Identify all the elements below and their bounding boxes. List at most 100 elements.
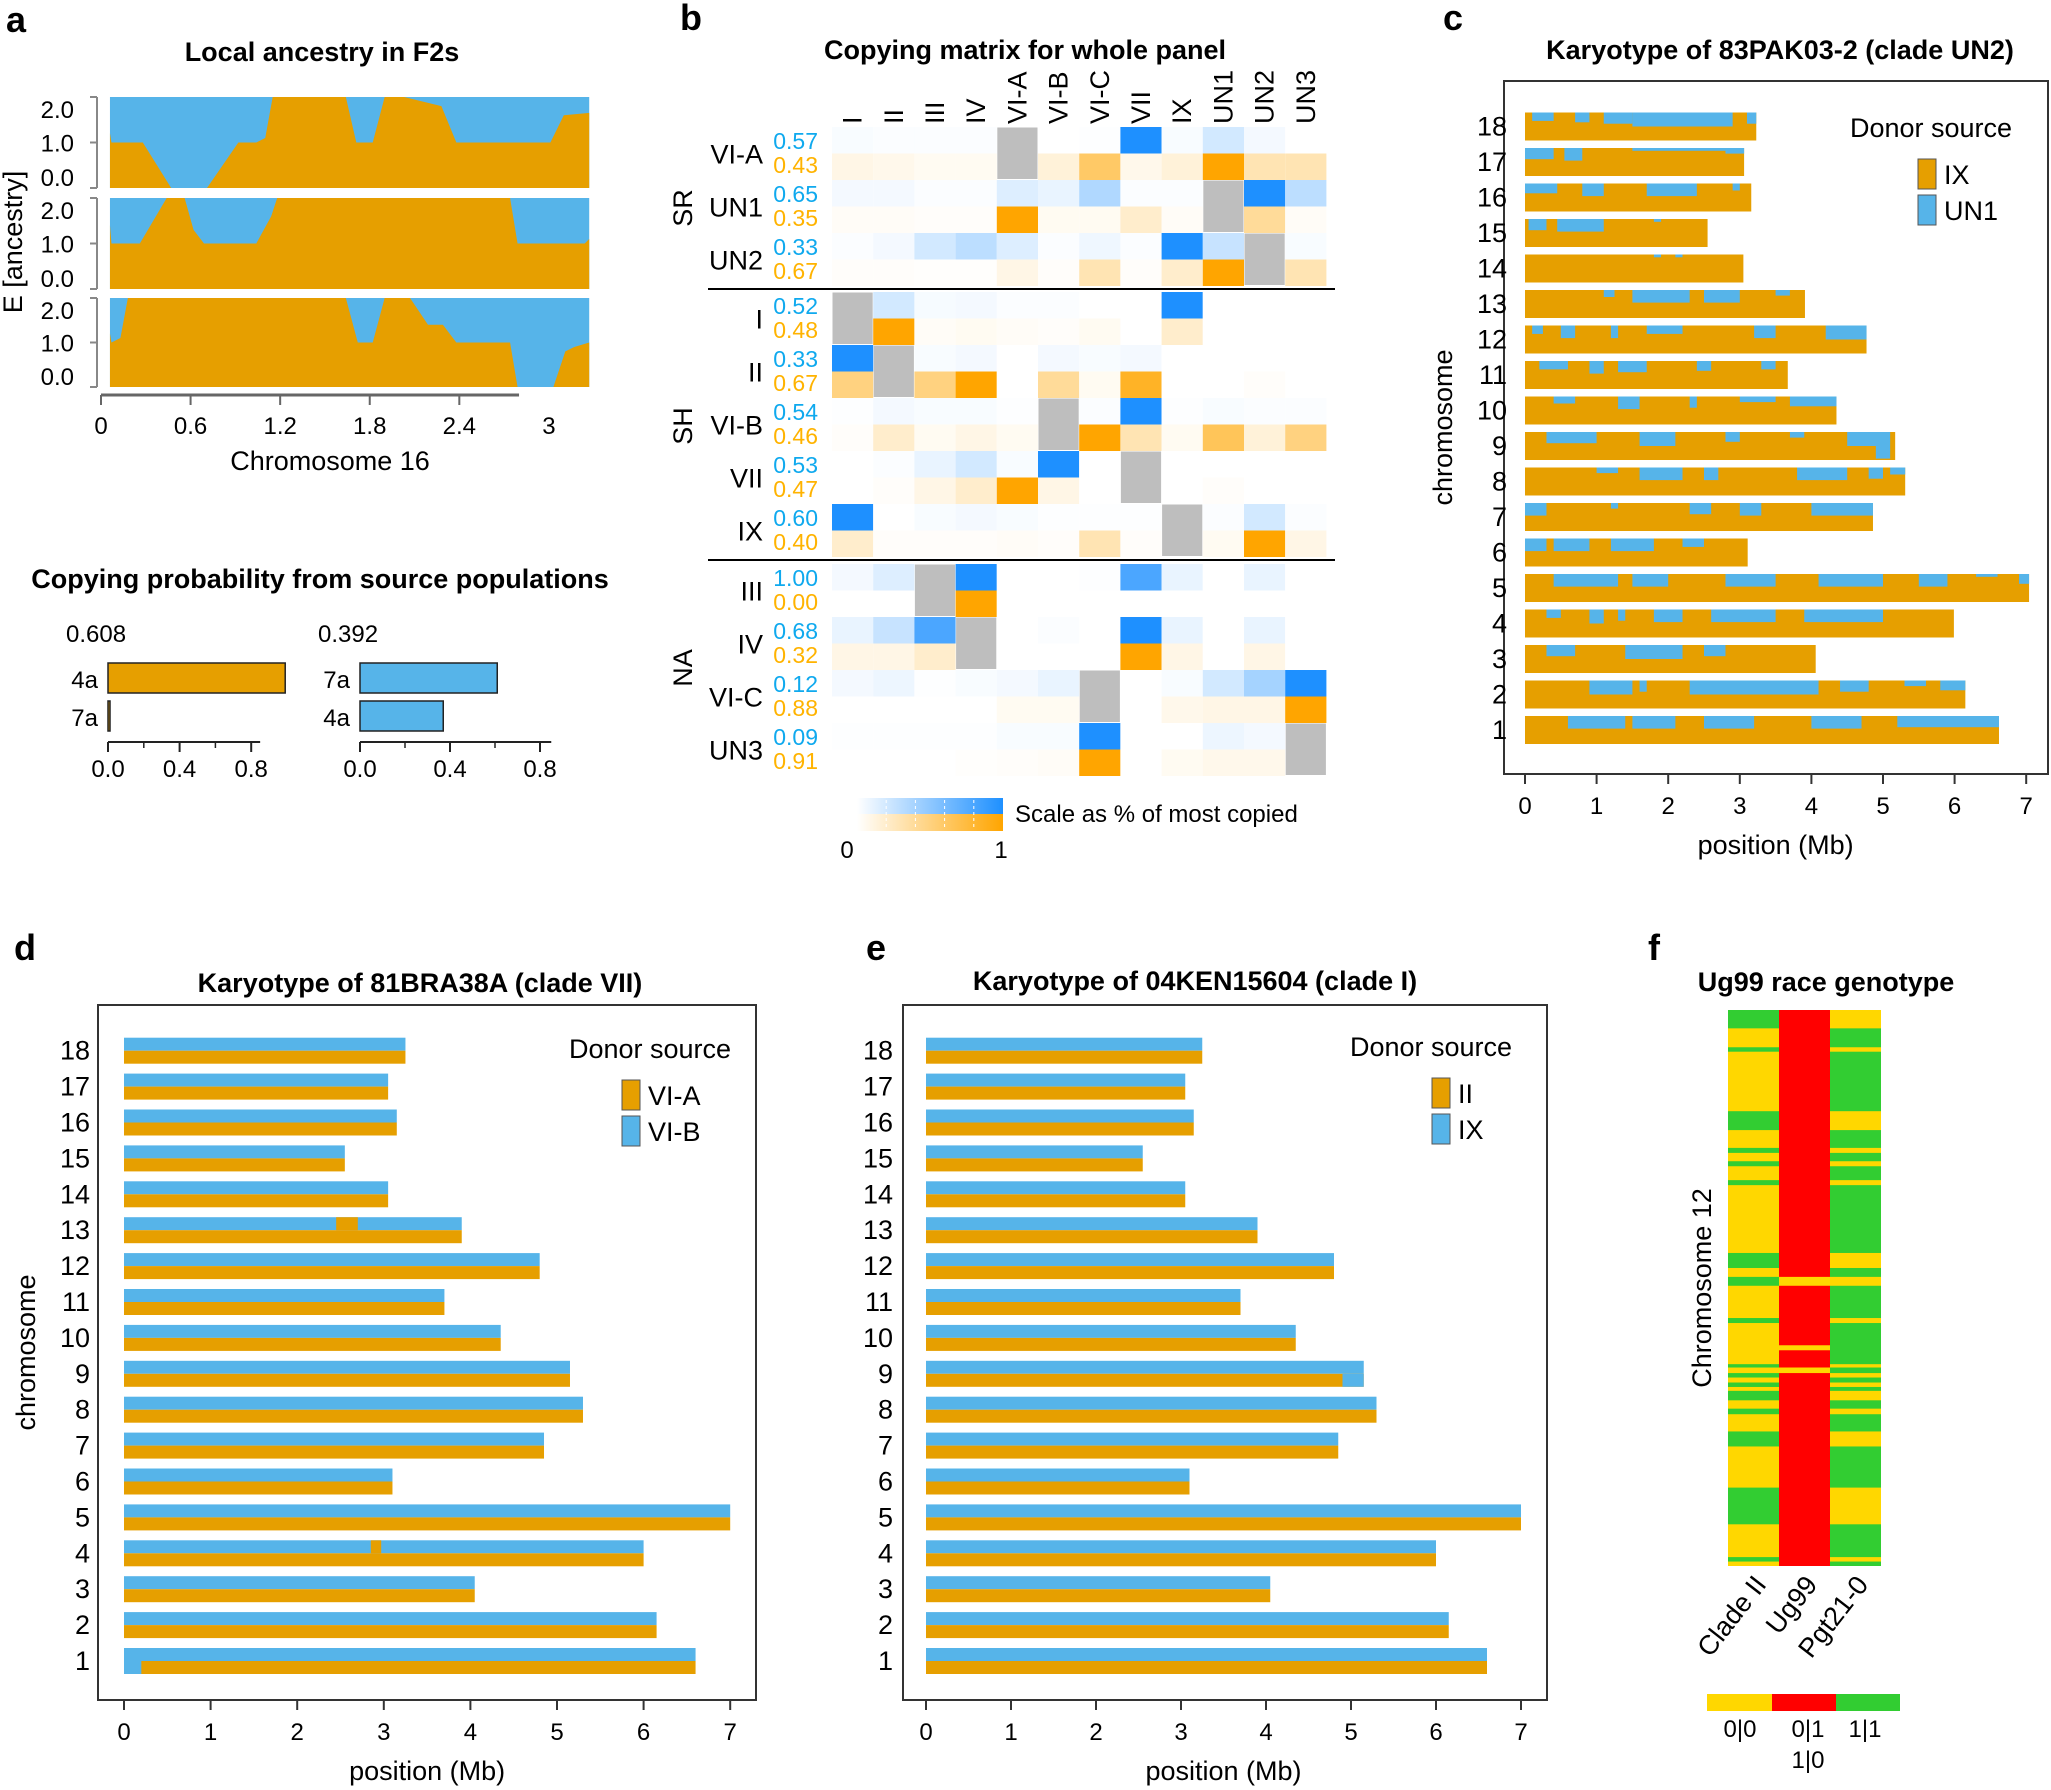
matrix-cell-orange bbox=[1120, 206, 1162, 233]
genotype-legend-label: 0|1 bbox=[1792, 1716, 1825, 1743]
x-tick-label: 5 bbox=[1344, 1719, 1357, 1746]
bar bbox=[359, 700, 444, 732]
matrix-cell-orange bbox=[1244, 590, 1286, 617]
matrix-cell-orange bbox=[1285, 643, 1327, 670]
matrix-cell-blue bbox=[1244, 564, 1286, 591]
row-label: I bbox=[755, 305, 763, 335]
matrix-cell-orange bbox=[873, 206, 915, 233]
matrix-cell-blue bbox=[1038, 180, 1080, 207]
matrix-cell-blue bbox=[1285, 451, 1327, 478]
haplotype-bottom bbox=[926, 1337, 1296, 1351]
genotype-legend-swatch bbox=[1772, 1694, 1836, 1711]
row-blue-value: 1.00 bbox=[773, 565, 818, 591]
matrix-cell-orange bbox=[873, 696, 915, 723]
matrix-cell-blue bbox=[1244, 504, 1286, 531]
matrix-cell-orange bbox=[955, 749, 997, 776]
matrix-cell-blue bbox=[996, 451, 1038, 478]
matrix-cell-orange bbox=[955, 530, 997, 557]
matrix-cell-orange bbox=[996, 530, 1038, 557]
haplotype-bottom bbox=[926, 1050, 1203, 1064]
haplotype-top bbox=[124, 1289, 445, 1302]
chromosome-number: 11 bbox=[865, 1287, 893, 1317]
haplotype-top bbox=[124, 1073, 389, 1087]
genotype-segment bbox=[1830, 1318, 1881, 1324]
chromosome-number: 9 bbox=[878, 1359, 893, 1389]
genotype-legend-label: 0|0 bbox=[1724, 1716, 1757, 1743]
matrix-cell-blue bbox=[1202, 617, 1244, 644]
genotype-legend-label: 1|0 bbox=[1792, 1747, 1825, 1774]
haplotype-bottom bbox=[926, 1517, 1521, 1531]
genotype-legend-swatch bbox=[1707, 1694, 1772, 1711]
matrix-cell-blue bbox=[914, 292, 956, 319]
matrix-cell-orange bbox=[1079, 530, 1121, 557]
legend-label: UN1 bbox=[1944, 196, 1998, 226]
matrix-cell-blue bbox=[873, 398, 915, 425]
x-tick-label: 6 bbox=[1429, 1719, 1442, 1746]
matrix-cell-blue bbox=[914, 127, 956, 154]
matrix-cell-orange bbox=[873, 590, 915, 617]
matrix-cell-orange bbox=[1202, 259, 1244, 286]
donor-segment bbox=[1775, 290, 1790, 296]
column-label: Clade II bbox=[1691, 1570, 1772, 1662]
donor-segment bbox=[1618, 361, 1647, 373]
haplotype-bottom bbox=[124, 1625, 657, 1639]
haplotype-bottom bbox=[926, 1445, 1339, 1459]
matrix-cell-blue bbox=[832, 180, 874, 207]
donor-segment bbox=[1847, 432, 1883, 446]
matrix-cell-orange bbox=[1161, 371, 1203, 398]
donor-segment bbox=[1689, 396, 1697, 408]
matrix-cell-orange bbox=[873, 530, 915, 557]
matrix-cell-orange bbox=[914, 643, 956, 670]
ancestry-area bbox=[109, 198, 590, 289]
matrix-cell-orange bbox=[1244, 530, 1286, 557]
haplotype-bottom bbox=[124, 1122, 397, 1136]
genotype-segment bbox=[1728, 1147, 1779, 1153]
donor-segment bbox=[1875, 432, 1891, 459]
row-blue-value: 0.65 bbox=[773, 181, 818, 207]
matrix-cell-orange bbox=[1244, 477, 1286, 504]
matrix-cell-blue bbox=[1202, 292, 1244, 319]
matrix-cell-blue bbox=[1161, 670, 1203, 697]
donor-segment bbox=[1528, 219, 1547, 231]
genotype-segment bbox=[1779, 1367, 1830, 1374]
matrix-cell-blue bbox=[1079, 180, 1121, 207]
chromosome-number: 6 bbox=[878, 1467, 893, 1497]
genotype-column bbox=[1779, 1010, 1830, 1566]
chromosome-number: 18 bbox=[1477, 112, 1507, 142]
row-orange-value: 0.47 bbox=[773, 476, 818, 502]
genotype-segment bbox=[1830, 1487, 1881, 1525]
row-blue-value: 0.33 bbox=[773, 234, 818, 260]
matrix-cell-orange bbox=[914, 371, 956, 398]
matrix-cell-orange bbox=[914, 153, 956, 180]
matrix-cell-blue bbox=[1244, 292, 1286, 319]
haplotype-top bbox=[926, 1576, 1271, 1590]
matrix-cell-blue bbox=[873, 180, 915, 207]
group-label: SR bbox=[668, 189, 698, 227]
matrix-cell-orange bbox=[873, 477, 915, 504]
chromosome-number: 10 bbox=[60, 1323, 90, 1353]
matrix-cell-blue bbox=[1120, 127, 1162, 154]
legend-title: Donor source bbox=[1850, 113, 2012, 143]
matrix-cell-blue bbox=[955, 398, 997, 425]
matrix-cell-blue bbox=[832, 233, 874, 260]
x-axis-label: position (Mb) bbox=[1698, 830, 1854, 860]
matrix-cell-orange bbox=[1161, 749, 1203, 776]
matrix-cell-blue bbox=[1202, 398, 1244, 425]
matrix-cell-blue bbox=[1161, 723, 1203, 750]
matrix-cell-blue bbox=[1079, 127, 1121, 154]
chromosome-number: 4 bbox=[75, 1538, 90, 1568]
donor-segment bbox=[1754, 325, 1776, 339]
matrix-cell-orange bbox=[1120, 643, 1162, 670]
x-tick-label: 0.0 bbox=[343, 756, 376, 783]
haplotype-bottom bbox=[124, 1302, 445, 1315]
panel-label-e: e bbox=[866, 927, 886, 968]
donor-segment bbox=[1739, 503, 1762, 516]
matrix-cell-blue bbox=[1079, 617, 1121, 644]
matrix-cell-blue bbox=[832, 504, 874, 531]
matrix-cell-blue bbox=[996, 670, 1038, 697]
matrix-cell-blue bbox=[914, 345, 956, 372]
column-label: UN2 bbox=[1250, 70, 1280, 124]
chromosome-number: 16 bbox=[1477, 183, 1507, 213]
haplotype-top bbox=[926, 1468, 1190, 1482]
haplotype-bottom bbox=[926, 1409, 1377, 1423]
